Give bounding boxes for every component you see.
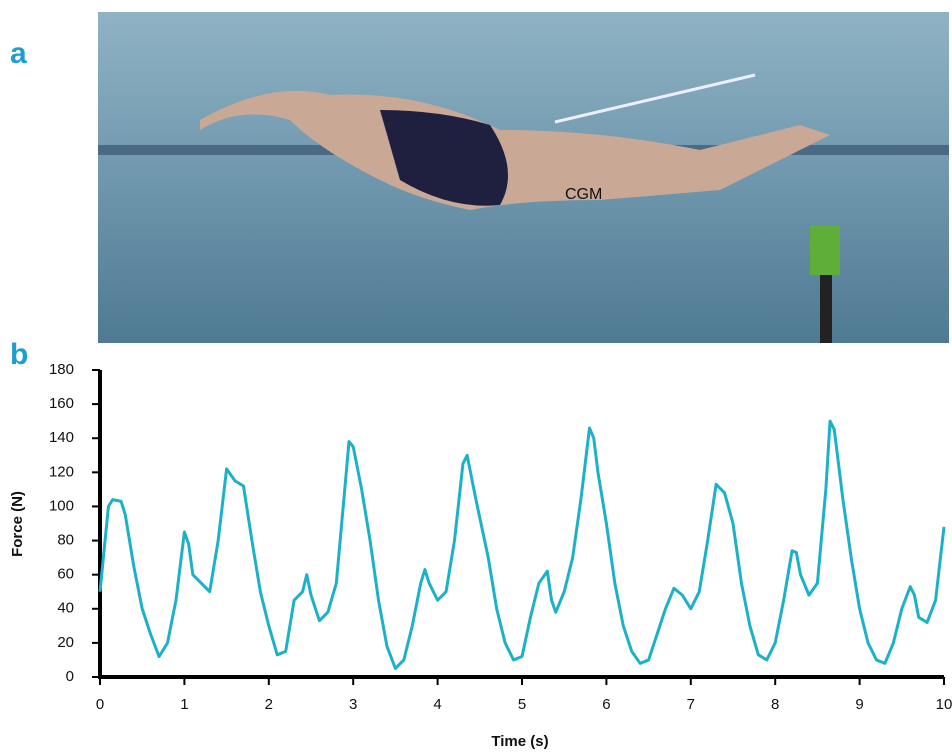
y-tick-label: 0	[66, 668, 74, 685]
y-tick-label: 40	[57, 600, 74, 617]
y-tick-label: 180	[49, 361, 74, 378]
y-tick-label: 80	[57, 532, 74, 549]
y-axis-label: Force (N)	[9, 491, 26, 557]
x-tick-label: 2	[265, 696, 273, 713]
x-tick-label: 4	[433, 696, 441, 713]
tether	[554, 73, 756, 124]
x-tick-label: 7	[687, 696, 695, 713]
photo-label: CGM	[565, 186, 602, 203]
x-tick-label: 9	[855, 696, 863, 713]
panel-label: a	[10, 37, 27, 70]
y-tick-label: 100	[49, 497, 74, 514]
x-tick-label: 8	[771, 696, 779, 713]
y-tick-label: 120	[49, 463, 74, 480]
x-tick-label: 10	[936, 696, 952, 713]
photo: CGM	[98, 12, 949, 343]
sensor	[810, 225, 840, 275]
swimsuit	[380, 110, 508, 206]
data-line	[98, 419, 946, 670]
sensor-post	[820, 275, 832, 343]
y-tick-label: 160	[49, 395, 74, 412]
y-tick-label: 140	[49, 429, 74, 446]
x-tick-label: 1	[180, 696, 188, 713]
x-axis-label: Time (s)	[491, 733, 548, 750]
x-tick-label: 3	[349, 696, 357, 713]
y-tick-label: 20	[57, 634, 74, 651]
x-tick-label: 6	[602, 696, 610, 713]
panel-label: b	[10, 338, 28, 371]
x-tick-label: 5	[518, 696, 526, 713]
x-tick-label: 0	[96, 696, 104, 713]
swimmer	[200, 90, 830, 210]
y-tick-label: 60	[57, 566, 74, 583]
